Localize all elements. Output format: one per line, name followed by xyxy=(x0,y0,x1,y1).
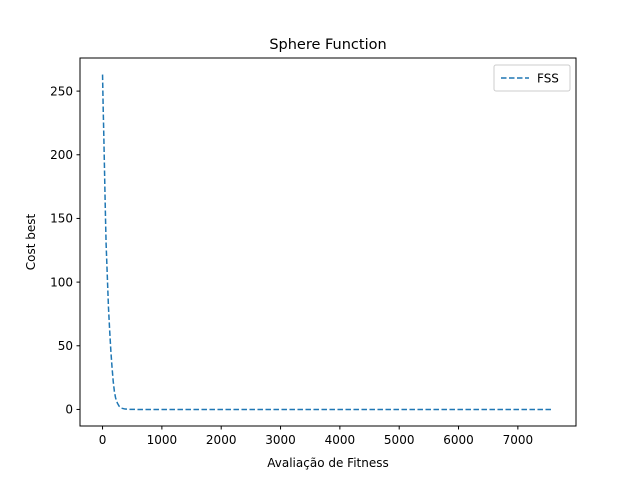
chart-title: Sphere Function xyxy=(269,37,386,53)
x-tick-label: 6000 xyxy=(443,433,474,447)
x-ticks: 0 1000 2000 3000 4000 5000 6000 7000 xyxy=(99,426,533,447)
x-tick-label: 5000 xyxy=(384,433,415,447)
legend: FSS xyxy=(493,64,571,92)
y-tick-label: 50 xyxy=(58,339,73,353)
x-axis-label: Avaliação de Fitness xyxy=(267,456,388,470)
series-layer xyxy=(101,74,554,411)
legend-label: FSS xyxy=(537,72,559,86)
x-tick-label: 1000 xyxy=(147,433,178,447)
x-tick-label: 4000 xyxy=(325,433,356,447)
y-tick-label: 200 xyxy=(50,148,73,162)
x-tick-label: 2000 xyxy=(206,433,237,447)
y-ticks: 0 50 100 150 200 250 xyxy=(50,84,80,417)
x-tick-label: 7000 xyxy=(503,433,534,447)
y-tick-label: 150 xyxy=(50,212,73,226)
y-tick-label: 250 xyxy=(50,84,73,98)
y-tick-label: 100 xyxy=(50,275,73,289)
plot-frame xyxy=(79,57,577,427)
legend-box xyxy=(493,64,571,92)
x-tick-label: 3000 xyxy=(265,433,296,447)
y-axis-label: Cost best xyxy=(24,213,38,270)
y-tick-label: 0 xyxy=(65,403,73,417)
x-tick-label: 0 xyxy=(99,433,107,447)
series-line-fss xyxy=(101,74,554,411)
